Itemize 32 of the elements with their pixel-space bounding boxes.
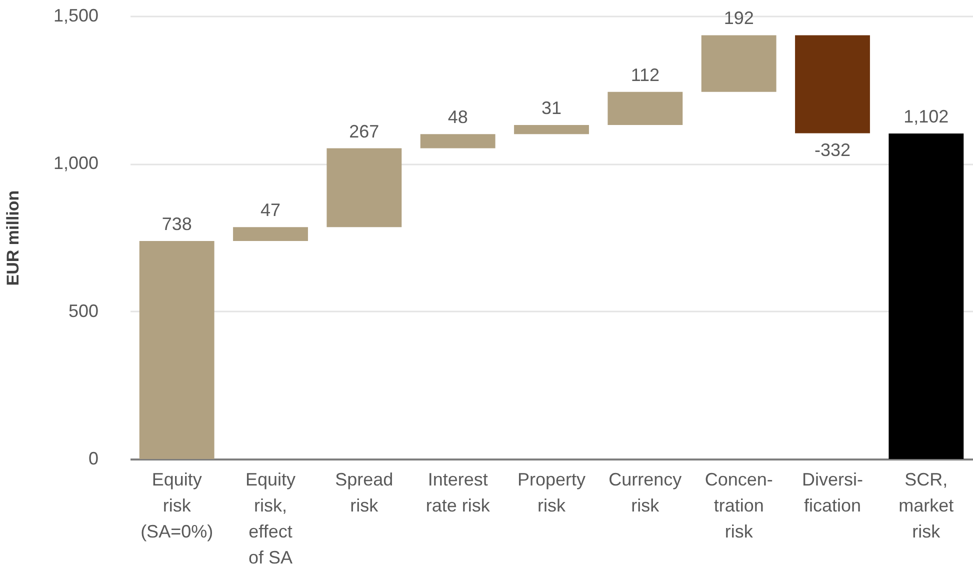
- x-tick-label: Currency risk: [608, 470, 682, 516]
- x-tick-label: Interest rate risk: [426, 470, 491, 516]
- bar: [514, 124, 589, 134]
- x-tick-label: Equity risk (SA=0%): [140, 470, 214, 542]
- bar: [701, 35, 776, 92]
- bar: [888, 134, 964, 459]
- x-tick-label: Concen- tration risk: [704, 470, 773, 542]
- x-tick-label: Property risk: [517, 470, 586, 516]
- bar: [233, 227, 308, 242]
- x-tick-label: Equity risk, effect of SA: [245, 470, 296, 568]
- y-tick-label: 1,000: [53, 153, 98, 174]
- data-label: 47: [260, 200, 281, 220]
- data-label: -332: [814, 140, 851, 160]
- bar: [326, 148, 402, 228]
- data-label: 48: [448, 107, 468, 128]
- y-axis-title: EUR million: [4, 190, 22, 286]
- data-label: 267: [349, 121, 380, 142]
- x-tick-label: Diversi- fication: [802, 470, 863, 516]
- bar: [139, 241, 214, 459]
- data-label: 738: [162, 214, 192, 234]
- data-label: 31: [541, 98, 562, 118]
- bar: [608, 92, 683, 125]
- y-tick-label: 0: [88, 448, 98, 468]
- data-label: 192: [724, 8, 754, 28]
- y-tick-label: 1,500: [53, 6, 98, 26]
- data-label: 112: [630, 64, 660, 85]
- bar: [420, 134, 496, 148]
- bar: [795, 35, 870, 134]
- x-tick-label: SCR, market risk: [898, 470, 954, 542]
- data-label: 1,102: [904, 106, 949, 127]
- y-tick-label: 500: [68, 300, 98, 321]
- x-tick-label: Spread risk: [335, 470, 394, 516]
